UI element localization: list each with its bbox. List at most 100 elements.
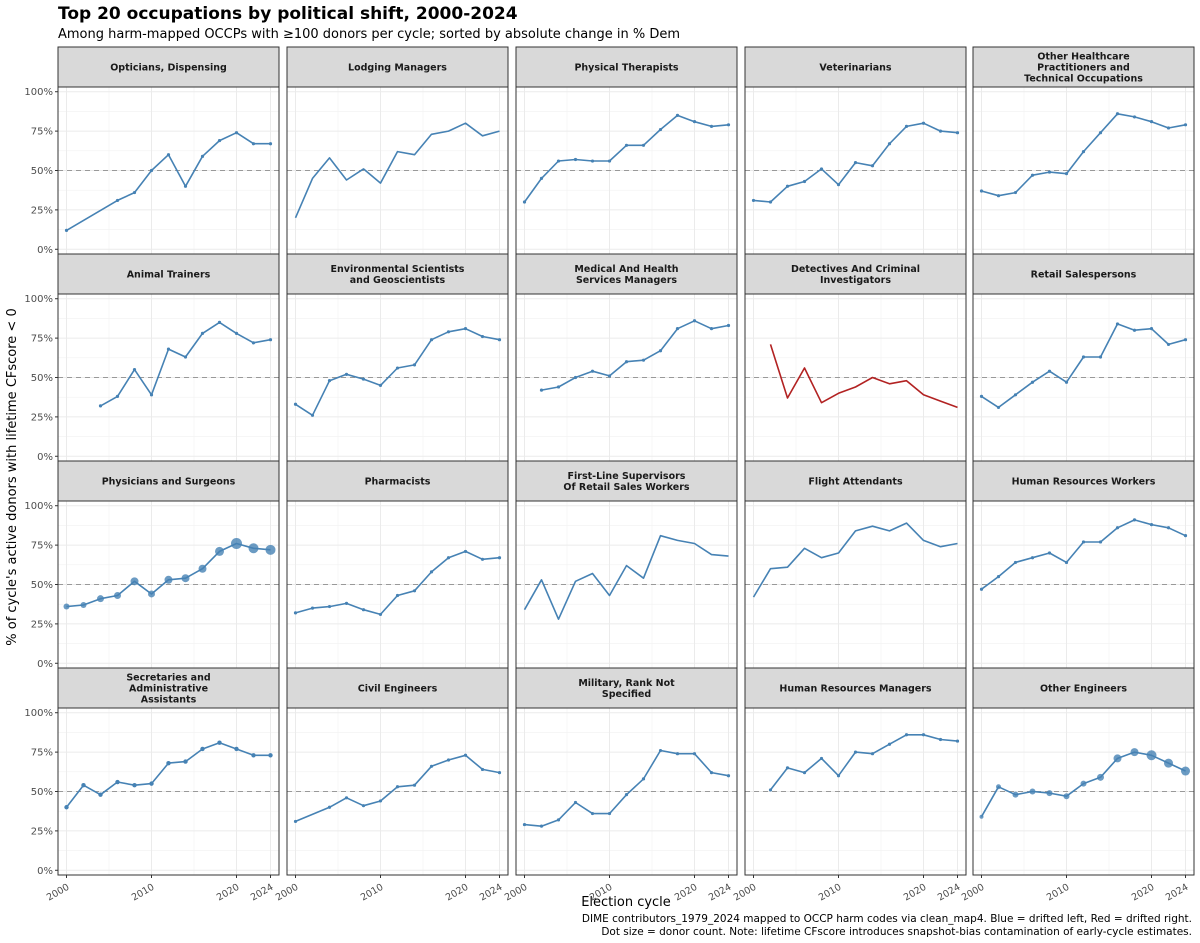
data-point xyxy=(870,164,875,168)
data-point xyxy=(1098,131,1103,135)
data-point xyxy=(200,154,205,158)
y-axis-title: % of cycle's active donors with lifetime… xyxy=(5,308,20,645)
data-point xyxy=(1132,115,1137,119)
data-point xyxy=(251,753,256,758)
data-point xyxy=(446,758,451,762)
chart-title: Top 20 occupations by political shift, 2… xyxy=(58,4,518,24)
data-point xyxy=(1130,748,1139,757)
facet-label: Human Resources Workers xyxy=(1012,477,1156,488)
series-line xyxy=(66,131,271,232)
data-point xyxy=(785,766,790,770)
y-tick-label: 0% xyxy=(37,245,53,256)
data-point xyxy=(641,777,646,781)
facet-strip xyxy=(57,46,280,88)
data-point xyxy=(1081,149,1086,154)
panel-border xyxy=(515,707,738,876)
data-point xyxy=(164,575,173,584)
series-line xyxy=(981,519,1186,590)
data-point xyxy=(234,746,239,752)
data-point xyxy=(726,323,731,328)
data-point xyxy=(463,327,468,331)
facet-strip xyxy=(744,667,967,709)
x-tick-label: 2000 xyxy=(732,882,758,904)
data-point xyxy=(293,402,298,406)
data-point xyxy=(1166,526,1171,530)
data-point xyxy=(1132,328,1137,332)
data-point xyxy=(1115,526,1120,530)
data-point xyxy=(590,811,595,816)
panel-grid xyxy=(516,708,737,875)
series-line xyxy=(752,522,958,598)
facet-label: Retail Salespersons xyxy=(1031,270,1137,281)
data-point xyxy=(98,404,103,408)
series-line xyxy=(981,323,1186,409)
data-point xyxy=(1047,369,1052,373)
data-point xyxy=(938,129,943,133)
data-point xyxy=(675,327,680,331)
x-tick-label: 2000 xyxy=(274,882,300,904)
data-point xyxy=(378,799,383,803)
facet-strip xyxy=(57,253,280,295)
y-tick-label: 25% xyxy=(31,619,53,630)
data-point xyxy=(217,740,222,745)
x-tick-label: 2020 xyxy=(673,882,699,904)
facet-label: Services Managers xyxy=(576,275,677,286)
data-point xyxy=(590,369,595,373)
data-point xyxy=(1030,380,1035,384)
facet-label: Detectives And Criminal xyxy=(791,264,920,275)
series-line xyxy=(769,733,958,791)
facet-strip xyxy=(972,667,1195,709)
facet-label: Other Engineers xyxy=(1040,684,1127,695)
data-point xyxy=(1013,393,1018,397)
y-tick-label: 0% xyxy=(37,452,53,463)
data-point xyxy=(1183,338,1188,342)
facet-label: First-Line Supervisors xyxy=(568,471,686,482)
data-point xyxy=(726,123,731,127)
data-point xyxy=(395,593,400,598)
x-tick-label: 2020 xyxy=(1130,882,1156,904)
x-tick-label: 2020 xyxy=(215,882,241,904)
facet-strip xyxy=(972,253,1195,295)
data-point xyxy=(675,752,680,756)
facet-panel: Other Engineers 2000 2010 2020 2024 xyxy=(960,667,1195,904)
data-point xyxy=(785,184,790,188)
series-line xyxy=(981,113,1186,197)
data-point xyxy=(996,575,1001,579)
data-point xyxy=(412,363,417,367)
data-point xyxy=(556,385,561,389)
x-tick-label: 2010 xyxy=(1045,882,1071,904)
facet-label: Veterinarians xyxy=(819,63,891,74)
data-point xyxy=(198,564,207,573)
y-tick-label: 75% xyxy=(31,127,53,138)
data-point xyxy=(726,774,731,778)
facet-label: Investigators xyxy=(820,275,891,286)
data-point xyxy=(132,368,137,372)
data-point xyxy=(344,796,349,800)
data-point xyxy=(429,764,434,768)
data-point xyxy=(607,159,612,163)
facet-label: Medical And Health xyxy=(574,264,678,275)
data-point xyxy=(1030,556,1035,560)
data-point xyxy=(1063,793,1070,800)
y-tick-label: 50% xyxy=(31,166,53,177)
x-tick-label: 2000 xyxy=(503,882,529,904)
data-point xyxy=(887,142,892,146)
data-point xyxy=(1113,754,1122,763)
data-point xyxy=(1149,327,1154,331)
data-point xyxy=(692,752,697,756)
data-point xyxy=(378,383,383,387)
data-point xyxy=(955,131,960,135)
data-point xyxy=(1012,791,1019,798)
data-point xyxy=(217,320,222,324)
data-point xyxy=(836,183,841,187)
panel-grid xyxy=(745,87,966,254)
x-tick-label: 2000 xyxy=(960,882,986,904)
x-tick-label: 2020 xyxy=(444,882,470,904)
data-point xyxy=(1046,790,1053,797)
facet-panel: Opticians, Dispensing 0% 25% 50% 75% 100% xyxy=(24,46,280,256)
data-point xyxy=(692,319,697,323)
data-point xyxy=(1149,523,1154,527)
data-point xyxy=(709,770,714,775)
